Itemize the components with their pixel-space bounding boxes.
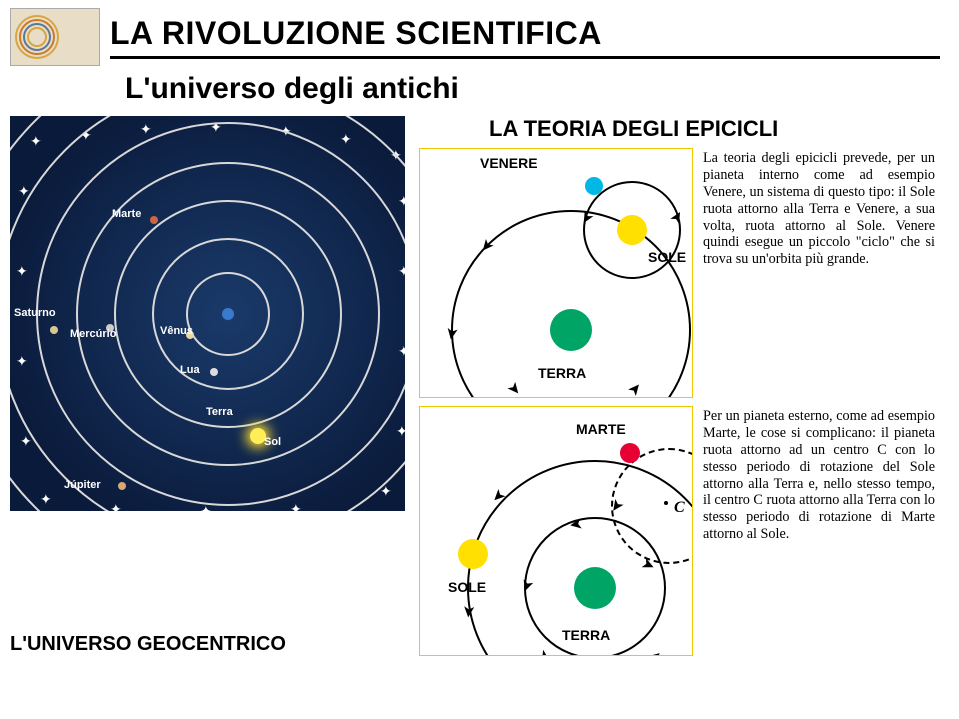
mars-body xyxy=(620,443,640,463)
epicycle-diagram-mars: MARTECSOLETERRA➤➤➤➤➤➤➤➤ xyxy=(419,406,693,656)
geocentric-caption: L'UNIVERSO GEOCENTRICO xyxy=(10,633,405,656)
planet-dot xyxy=(118,482,126,490)
planet-label: Mercúrio xyxy=(70,328,116,340)
sun-body xyxy=(458,539,488,569)
planet-label: Júpiter xyxy=(64,479,101,491)
sun-label: SOLE xyxy=(448,579,486,595)
earth-label: TERRA xyxy=(562,627,610,643)
earth-body xyxy=(550,309,592,351)
epicycles-title: LA TEORIA DEGLI EPICICLI xyxy=(419,116,939,142)
epicycle-text-2: Per un pianeta esterno, come ad esempio … xyxy=(703,406,935,656)
orbit-ring xyxy=(10,116,405,511)
planet-dot xyxy=(150,216,158,224)
main-title: LA RIVOLUZIONE SCIENTIFICA xyxy=(110,15,959,52)
row-1: VENERESOLETERRA➤➤➤➤➤➤ La teoria degli ep… xyxy=(419,148,939,398)
left-column: ✦✦✦✦✦✦✦✦✦✦✦✦✦✦✦✦✦✦✦✦ MarteSaturnoMercúri… xyxy=(10,116,405,664)
venus-body xyxy=(585,177,603,195)
epicycle-diagram-venus: VENERESOLETERRA➤➤➤➤➤➤ xyxy=(419,148,693,398)
venus-label: VENERE xyxy=(480,155,538,171)
sun-label: SOLE xyxy=(648,249,686,265)
arrow-icon: ➤ xyxy=(459,605,477,618)
center-dot xyxy=(664,501,668,505)
right-column: LA TEORIA DEGLI EPICICLI VENERE SOLE TERRA… xyxy=(419,116,939,664)
content-area: ✦✦✦✦✦✦✦✦✦✦✦✦✦✦✦✦✦✦✦✦ MarteSaturnoMercúri… xyxy=(0,106,959,664)
row-2: MARTECSOLETERRA➤➤➤➤➤➤➤➤ Per un pianeta e… xyxy=(419,406,939,656)
planet-label: Marte xyxy=(112,208,141,220)
earth-body xyxy=(574,567,616,609)
title-divider xyxy=(110,56,940,59)
mars-label: MARTE xyxy=(576,421,626,437)
planet-label: Lua xyxy=(180,364,200,376)
earth-center xyxy=(222,308,234,320)
planet-label: Terra xyxy=(206,406,233,418)
planet-dot xyxy=(50,326,58,334)
geocentric-diagram: ✦✦✦✦✦✦✦✦✦✦✦✦✦✦✦✦✦✦✦✦ MarteSaturnoMercúri… xyxy=(10,116,405,511)
epicycle-text-1: La teoria degli epicicli prevede, per un… xyxy=(703,148,935,398)
planet-label: Vênus xyxy=(160,325,193,337)
planet-label: Saturno xyxy=(14,307,56,319)
planet-dot xyxy=(210,368,218,376)
title-block: LA RIVOLUZIONE SCIENTIFICA xyxy=(110,15,959,59)
header: LA RIVOLUZIONE SCIENTIFICA xyxy=(0,0,959,74)
planet-label: Sol xyxy=(264,436,281,448)
arrow-icon: ➤ xyxy=(441,326,460,341)
earth-label: TERRA xyxy=(538,365,586,381)
subtitle: L'universo degli antichi xyxy=(125,72,959,106)
sun-body xyxy=(617,215,647,245)
header-thumbnail xyxy=(10,8,100,66)
c-label: C xyxy=(674,499,685,517)
